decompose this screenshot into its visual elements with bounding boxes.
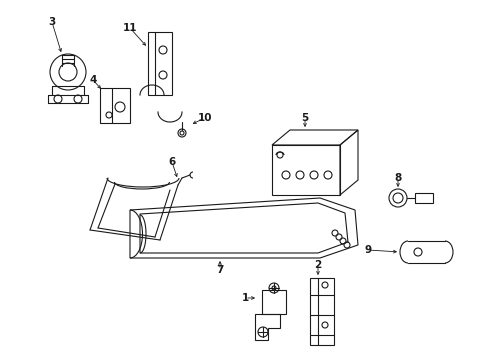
Text: 4: 4 — [89, 75, 97, 85]
Text: 11: 11 — [122, 23, 137, 33]
Bar — [100, 88, 130, 123]
Text: 8: 8 — [393, 173, 401, 183]
Text: 9: 9 — [364, 245, 371, 255]
Text: 6: 6 — [168, 157, 175, 167]
Text: 10: 10 — [197, 113, 212, 123]
Text: 2: 2 — [314, 260, 321, 270]
Bar — [414, 193, 432, 203]
Bar — [262, 290, 285, 314]
Text: 3: 3 — [48, 17, 56, 27]
Text: 7: 7 — [216, 265, 223, 275]
Text: 1: 1 — [241, 293, 248, 303]
Text: 5: 5 — [301, 113, 308, 123]
